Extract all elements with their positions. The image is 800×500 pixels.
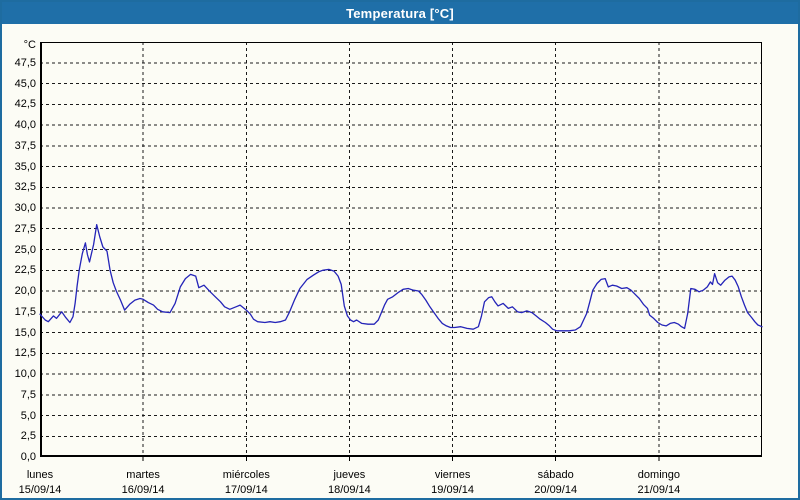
temperature-line-chart: [39, 42, 763, 461]
y-axis-tick-label: 27,5: [14, 223, 36, 235]
x-axis-day-name: domingo: [637, 469, 680, 481]
y-axis-tick-label: 32,5: [14, 181, 36, 193]
y-axis-tick-label: 20,0: [14, 285, 36, 297]
y-axis-tick-label: 40,0: [14, 119, 36, 131]
y-axis-tick-label: 15,0: [14, 327, 36, 339]
y-axis-tick-label: 35,0: [14, 161, 36, 173]
x-axis-day-date: 19/09/14: [431, 484, 475, 496]
y-axis-tick-label: 47,5: [14, 57, 36, 69]
x-axis-day-date: 21/09/14: [637, 484, 681, 496]
y-axis-tick-label: 0,0: [20, 451, 36, 463]
y-axis-tick-label: 5,0: [20, 410, 36, 422]
x-axis-day-date: 20/09/14: [534, 484, 578, 496]
x-axis-day-date: 18/09/14: [327, 484, 371, 496]
y-axis-tick-label: 17,5: [14, 306, 36, 318]
y-axis-tick-label: 12,5: [14, 347, 36, 359]
y-axis-tick-label: 22,5: [14, 264, 36, 276]
y-axis-tick-label: 42,5: [14, 98, 36, 110]
y-axis-tick-label: 10,0: [14, 368, 36, 380]
x-axis-day-date: 17/09/14: [224, 484, 268, 496]
x-axis-day-name: sábado: [537, 469, 574, 481]
y-axis-tick-label: 7,5: [20, 389, 36, 401]
x-axis-day-name: jueves: [333, 469, 366, 481]
x-axis-day-date: 15/09/14: [18, 484, 62, 496]
chart-title: Temperatura [°C]: [346, 5, 454, 21]
y-axis-tick-label: 45,0: [14, 78, 36, 90]
y-axis-tick-label: 30,0: [14, 202, 36, 214]
temperature-series-line: [39, 223, 763, 332]
x-axis-day-name: lunes: [26, 469, 54, 481]
x-axis-day-name: viernes: [434, 469, 471, 481]
x-axis-day-name: martes: [126, 469, 160, 481]
title-bar: Temperatura [°C]: [2, 2, 798, 24]
y-axis-tick-label: 2,5: [20, 430, 36, 442]
chart-area: °C 47,5 45,0 42,5 40,0 37,5 35,0 32,5 30,0 27,5 2…: [2, 24, 798, 498]
x-axis-day-name: miércoles: [222, 469, 270, 481]
y-axis-unit-label: °C: [23, 39, 36, 51]
y-axis-tick-label: 25,0: [14, 244, 36, 256]
y-axis-tick-label: 37,5: [14, 140, 36, 152]
x-axis-day-date: 16/09/14: [121, 484, 165, 496]
